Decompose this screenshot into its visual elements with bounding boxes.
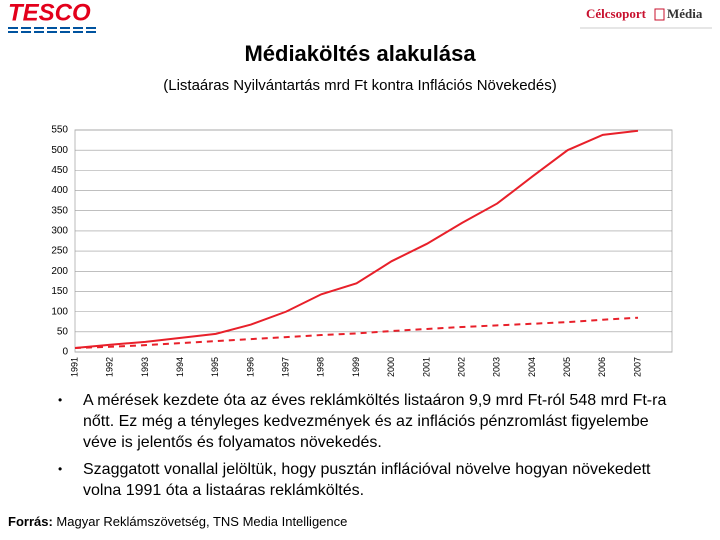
logo: TESCO	[8, 0, 91, 26]
y-tick-label: 350	[51, 205, 68, 216]
chart-subtitle: (Listaáras Nyilvántartás mrd Ft kontra I…	[163, 77, 556, 94]
x-tick-label: 1994	[175, 357, 185, 377]
x-tick-label: 1991	[69, 357, 79, 377]
x-tick-label: 2001	[421, 357, 431, 377]
y-tick-label: 250	[51, 246, 68, 257]
x-tick-label: 2006	[597, 357, 607, 377]
y-tick-label: 0	[62, 347, 68, 358]
y-tick-label: 400	[51, 185, 68, 196]
x-tick-label: 2000	[386, 357, 396, 377]
x-tick-label: 1999	[351, 357, 361, 377]
source-text: Magyar Reklámszövetség, TNS Media Intell…	[56, 514, 348, 529]
y-tick-label: 50	[57, 326, 69, 337]
source-label: Forrás:	[8, 514, 53, 529]
line	[74, 129, 639, 349]
x-tick-label: 1996	[245, 357, 255, 377]
x-tick-label: 1998	[316, 357, 326, 377]
source: Forrás: Magyar Reklámszövetség, TNS Medi…	[8, 514, 347, 529]
y-tick-label: 200	[51, 266, 68, 277]
brand2: Média	[667, 6, 703, 21]
plot-frame	[74, 129, 673, 353]
dashed-line	[74, 316, 639, 349]
y-tick-label: 450	[51, 165, 68, 176]
bullet-list: A mérések kezdete óta az éves reklámkölt…	[58, 390, 678, 507]
chart-title: Médiaköltés alakulása	[244, 41, 476, 66]
chart: TESCO Célcsoport Média Médiaköltés alaku…	[8, 0, 712, 377]
bullet: Szaggatott vonallal jelöltük, hogy puszt…	[58, 459, 678, 501]
x-tick-label: 1993	[140, 357, 150, 377]
brand: Célcsoport	[586, 6, 647, 21]
x-tick-label: 2007	[632, 357, 642, 377]
x-tick-label: 2002	[456, 357, 466, 377]
y-tick-label: 550	[51, 125, 68, 136]
x-tick-label: 2005	[562, 357, 572, 377]
logo-stripes	[8, 27, 96, 33]
x-tick-label: 1995	[210, 357, 220, 377]
x-tick-label: 1992	[105, 357, 115, 377]
y-tick-label: 300	[51, 226, 68, 237]
x-tick-label: 2003	[492, 357, 502, 377]
y-tick-label: 100	[51, 306, 68, 317]
brand-box	[654, 8, 665, 21]
y-tick-label: 150	[51, 286, 68, 297]
bullet: A mérések kezdete óta az éves reklámkölt…	[58, 390, 678, 453]
y-tick-label: 500	[51, 145, 68, 156]
x-tick-label: 2004	[527, 357, 537, 377]
x-tick-label: 1997	[281, 357, 291, 377]
